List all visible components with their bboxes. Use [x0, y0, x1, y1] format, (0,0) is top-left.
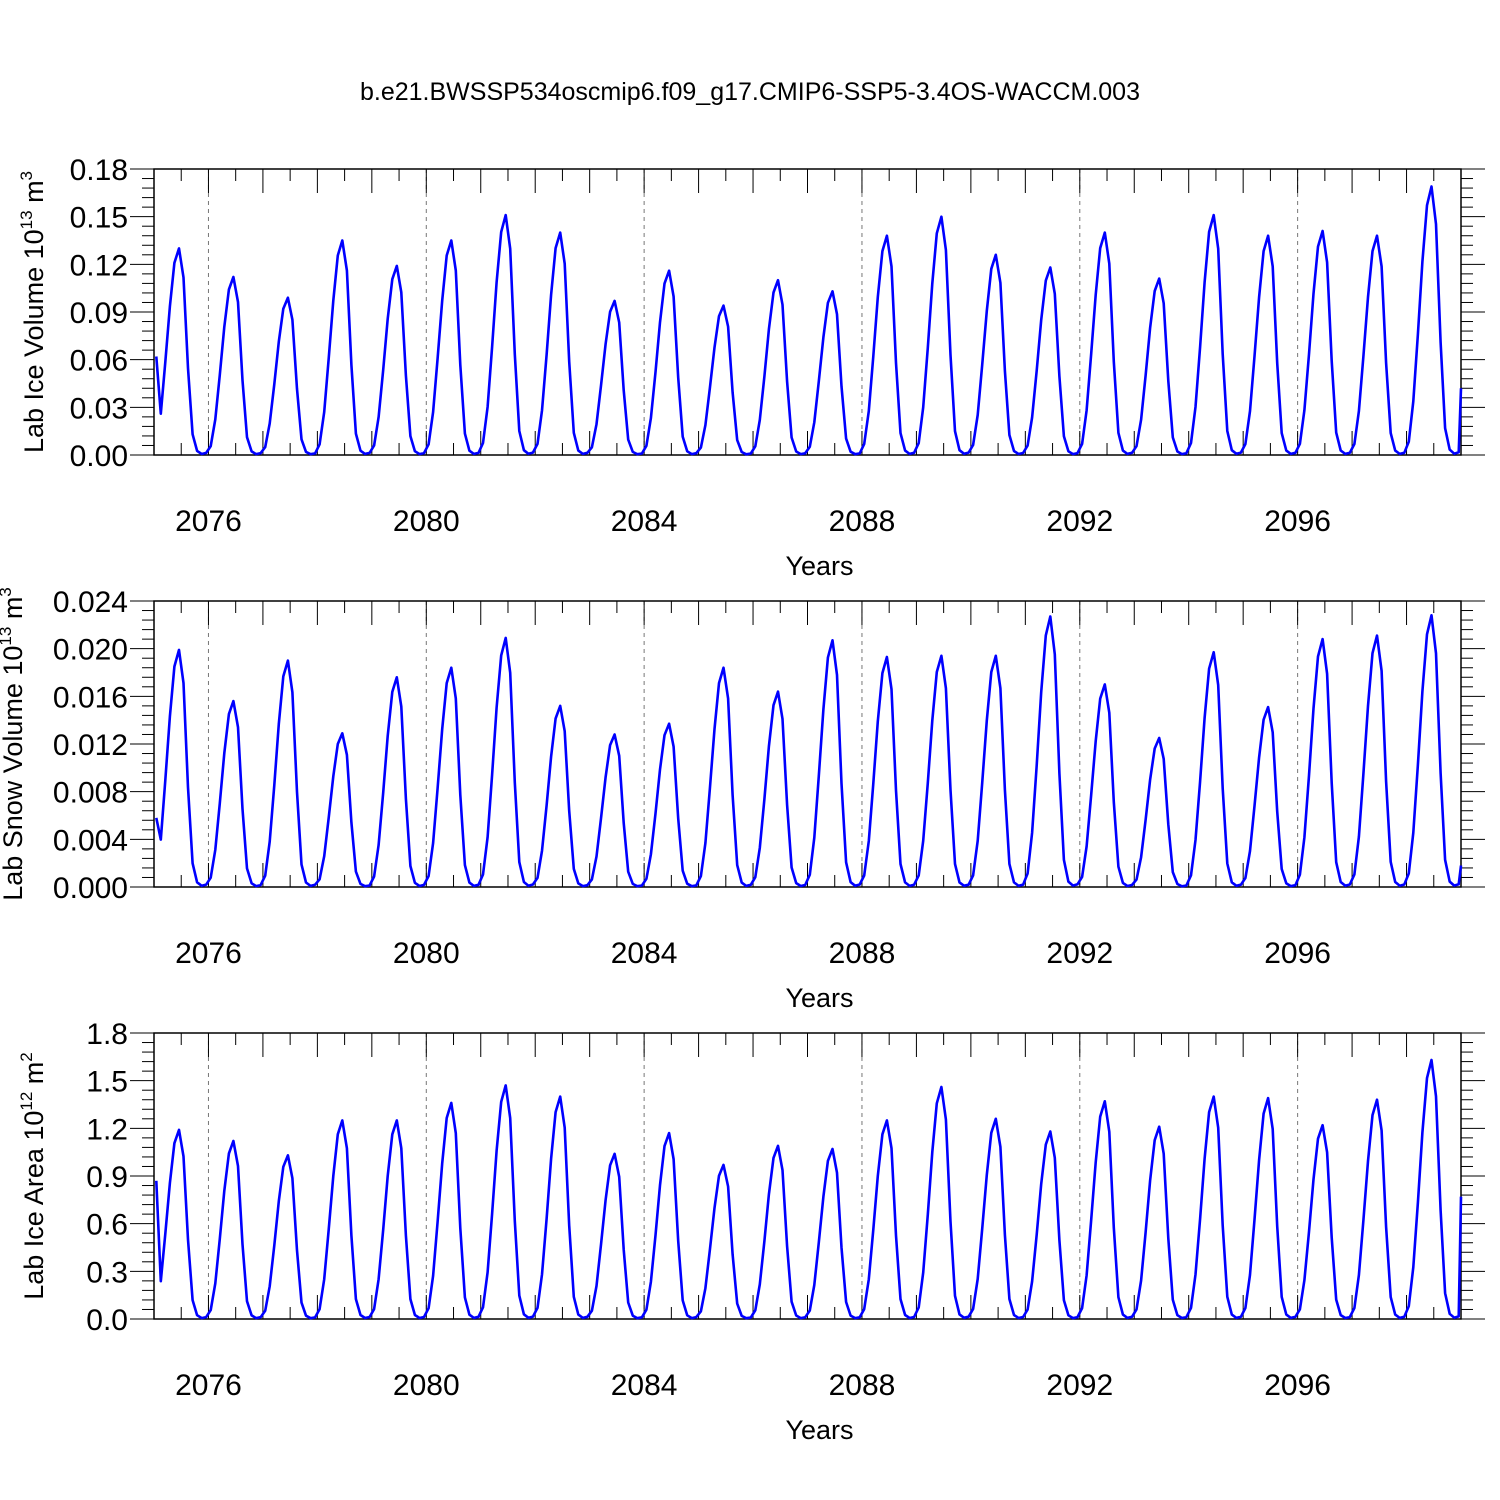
y-tick-label: 0.0	[86, 1304, 128, 1337]
y-tick-label: 1.5	[86, 1066, 128, 1099]
y-axis-label-unit: m	[0, 597, 28, 627]
x-tick-label: 2080	[393, 937, 460, 970]
y-axis-label-exponent: 12	[17, 1092, 36, 1111]
y-axis-label-unit-exponent: 3	[17, 171, 36, 180]
y-tick-label: 0.15	[70, 202, 128, 235]
y-tick-label: 0.00	[70, 440, 128, 473]
panel-1: 0.00 0.03 0.06 0.09 0.12 0.15 0.18 2076 2080 2084…	[17, 154, 1485, 581]
y-axis-label: Lab Ice Area 1012 m2	[17, 1052, 49, 1300]
x-tick-label: 2084	[611, 1369, 678, 1402]
y-tick-label: 0.024	[53, 586, 128, 619]
x-tick-label: 2080	[393, 1369, 460, 1402]
y-tick-label: 0.3	[86, 1256, 128, 1289]
x-tick-label: 2084	[611, 937, 678, 970]
x-tick-label: 2084	[611, 505, 678, 538]
x-tick-label: 2092	[1046, 937, 1113, 970]
series-line	[155, 614, 1463, 888]
panel-2: 0.000 0.004 0.008 0.012 0.016 0.020 0.024 2076 2…	[0, 586, 1485, 1013]
y-tick-label: 0.09	[70, 297, 128, 330]
x-tick-label: 2096	[1264, 937, 1331, 970]
y-tick-label: 1.8	[86, 1018, 128, 1051]
y-tick-label: 0.016	[53, 681, 128, 714]
x-axis-label: Years	[785, 983, 853, 1013]
y-axis-label-exponent: 13	[0, 627, 15, 646]
plot-frame	[153, 1032, 1462, 1320]
y-tick-label: 0.12	[70, 249, 128, 282]
x-tick-label: 2080	[393, 505, 460, 538]
y-tick-label: 0.18	[70, 154, 128, 187]
x-tick-label: 2076	[175, 937, 242, 970]
y-tick-label: 0.012	[53, 729, 128, 762]
y-axis-label-unit-exponent: 2	[17, 1052, 36, 1061]
x-tick-label: 2088	[829, 1369, 896, 1402]
y-tick-label: 1.2	[86, 1113, 128, 1146]
y-axis-label: Lab Snow Volume 1013 m3	[0, 587, 28, 901]
y-axis-label-unit-exponent: 3	[0, 587, 15, 596]
y-axis-label-text: Lab Snow Volume 10	[0, 646, 28, 901]
y-tick-label: 0.06	[70, 345, 128, 378]
x-tick-label: 2088	[829, 505, 896, 538]
y-axis-label-exponent: 13	[17, 210, 36, 229]
y-tick-label: 0.03	[70, 392, 128, 425]
x-tick-label: 2092	[1046, 505, 1113, 538]
y-axis-label-text: Lab Ice Volume 10	[19, 229, 49, 453]
y-tick-label: 0.020	[53, 634, 128, 667]
series-line	[155, 1058, 1463, 1320]
y-tick-label: 0.008	[53, 777, 128, 810]
panel-3: 0.0 0.3 0.6 0.9 1.2 1.5 1.8 2076 2080 2084 2088 209…	[17, 1018, 1485, 1445]
x-tick-label: 2096	[1264, 1369, 1331, 1402]
y-axis-label: Lab Ice Volume 1013 m3	[17, 171, 49, 453]
x-tick-label: 2076	[175, 1369, 242, 1402]
x-tick-label: 2092	[1046, 1369, 1113, 1402]
figure-title: b.e21.BWSSP534oscmip6.f09_g17.CMIP6-SSP5…	[360, 78, 1140, 106]
y-tick-label: 0.6	[86, 1209, 128, 1242]
y-axis-label-text: Lab Ice Area 10	[19, 1111, 49, 1300]
y-axis-label-unit: m	[19, 180, 49, 210]
y-axis-label-unit: m	[19, 1062, 49, 1092]
series-line	[155, 185, 1463, 456]
x-tick-label: 2076	[175, 505, 242, 538]
x-tick-label: 2096	[1264, 505, 1331, 538]
x-tick-label: 2088	[829, 937, 896, 970]
x-axis-label: Years	[785, 1415, 853, 1445]
y-tick-label: 0.9	[86, 1161, 128, 1194]
plot-frame	[153, 600, 1462, 888]
x-axis-label: Years	[785, 551, 853, 581]
y-tick-label: 0.004	[53, 824, 128, 857]
y-tick-label: 0.000	[53, 872, 128, 905]
